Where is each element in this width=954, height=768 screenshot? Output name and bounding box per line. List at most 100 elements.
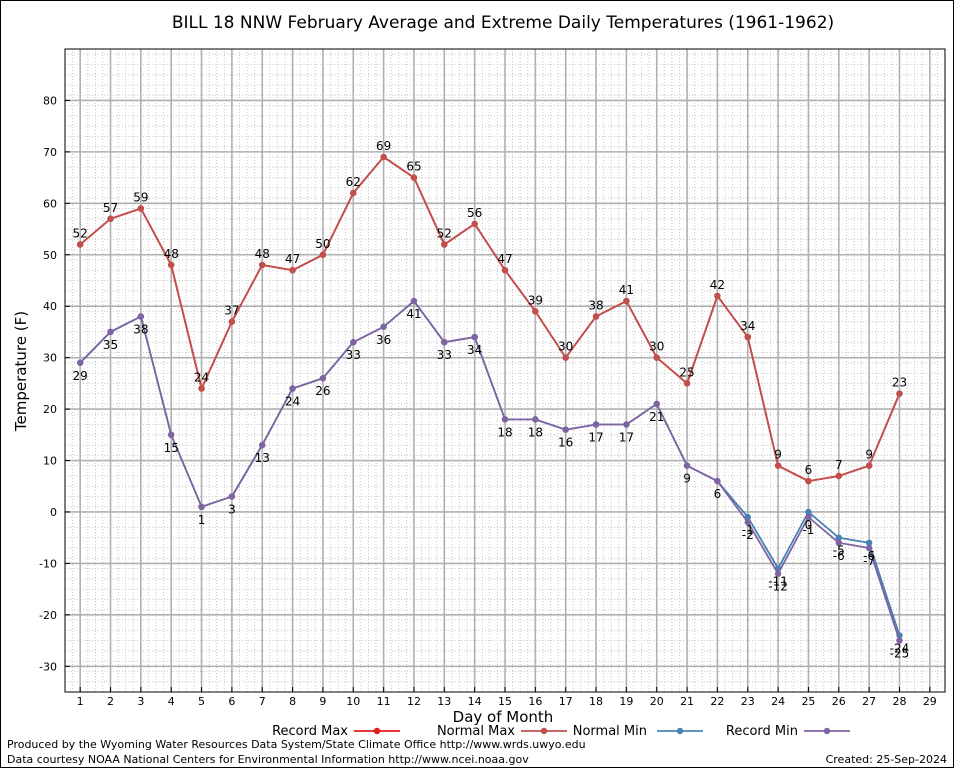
- record-min-point: [562, 426, 569, 433]
- legend-label: Normal Max: [437, 724, 515, 739]
- x-tick-label: 10: [346, 695, 360, 708]
- min-data-label: 35: [103, 338, 118, 352]
- x-tick-label: 11: [377, 695, 391, 708]
- chart-title: BILL 18 NNW February Average and Extreme…: [172, 13, 834, 33]
- min-data-label: 24: [285, 395, 300, 409]
- min-data-label: -7: [863, 554, 875, 568]
- min-data-label: 16: [558, 436, 573, 450]
- normal-max-point: [137, 205, 145, 212]
- normal-max-point: [896, 390, 903, 397]
- min-data-label: 1: [198, 513, 206, 527]
- legend-swatch-marker: [823, 727, 831, 735]
- x-tick-label: 24: [771, 695, 785, 708]
- footer-produced-by: Produced by the Wyoming Water Resources …: [7, 738, 586, 751]
- normal-max-point: [107, 215, 114, 222]
- max-data-label: 48: [164, 247, 179, 261]
- record-min-point: [896, 637, 903, 644]
- record-min-point: [259, 441, 266, 449]
- max-data-label: 38: [588, 298, 603, 312]
- min-data-label: 26: [315, 384, 330, 398]
- record-min-point: [805, 513, 812, 521]
- record-min-point: [471, 333, 478, 341]
- normal-max-point: [380, 153, 387, 161]
- x-tick-label: 27: [862, 695, 876, 708]
- normal-max-point: [501, 266, 509, 274]
- max-data-label: 56: [467, 206, 482, 220]
- record-min-point: [228, 493, 236, 500]
- legend-swatch-marker: [373, 727, 381, 735]
- max-data-label: 41: [619, 283, 634, 297]
- record-min-point: [653, 400, 660, 408]
- record-min-point: [835, 539, 842, 547]
- min-data-label: 33: [346, 348, 361, 362]
- min-data-label: 6: [714, 487, 722, 501]
- x-tick-label: 23: [741, 695, 755, 708]
- record-min-point: [623, 421, 630, 428]
- min-data-label: 15: [164, 441, 179, 455]
- min-data-label: 18: [528, 425, 543, 439]
- min-data-label: 33: [437, 348, 452, 362]
- normal-max-point: [835, 472, 842, 480]
- x-tick-label: 12: [407, 695, 421, 708]
- normal-max-point: [532, 308, 539, 315]
- y-tick-label: -10: [39, 557, 57, 570]
- normal-min-point: [805, 508, 812, 516]
- record-min-point: [289, 385, 296, 392]
- min-data-label: 17: [619, 431, 634, 445]
- x-tick-label: 28: [892, 695, 906, 708]
- max-data-label: 37: [224, 304, 239, 318]
- y-tick-label: 70: [43, 146, 57, 159]
- x-tick-label: 25: [801, 695, 815, 708]
- normal-min-data-label: -6: [863, 549, 875, 563]
- x-tick-label: 13: [437, 695, 451, 708]
- record-min-point: [198, 503, 205, 511]
- footer-data-courtesy: Data courtesy NOAA National Centers for …: [7, 753, 529, 766]
- normal-max-point: [653, 354, 660, 361]
- min-data-label: -2: [742, 528, 754, 542]
- normal-min-point: [865, 539, 873, 547]
- record-min-point: [380, 323, 387, 330]
- min-data-label: -6: [833, 549, 845, 563]
- x-tick-label: 22: [710, 695, 724, 708]
- normal-max-point: [198, 385, 205, 392]
- max-data-label: 9: [865, 448, 873, 462]
- normal-max-point: [774, 462, 782, 469]
- normal-max-line: [79, 155, 901, 483]
- record-min-point: [76, 359, 84, 366]
- record-min-point: [865, 544, 873, 552]
- normal-max-point: [714, 292, 721, 300]
- record-min-point: [137, 313, 145, 320]
- y-tick-label: 10: [43, 455, 57, 468]
- normal-max-point: [441, 241, 448, 248]
- max-data-label: 59: [133, 190, 148, 204]
- normal-max-point: [259, 261, 266, 269]
- normal-max-point: [76, 241, 84, 248]
- x-tick-label: 16: [528, 695, 542, 708]
- min-data-label: -12: [768, 580, 788, 594]
- y-axis-label: Temperature (F): [12, 311, 30, 432]
- record-min-point: [532, 416, 539, 423]
- normal-max-point: [805, 477, 812, 485]
- legend-swatch-marker: [676, 727, 684, 735]
- y-tick-label: 60: [43, 197, 57, 210]
- max-data-label: 30: [649, 340, 664, 354]
- legend-swatch-marker: [540, 727, 548, 735]
- max-data-label: 47: [497, 252, 512, 266]
- footer-created-date: Created: 25-Sep-2024: [825, 753, 947, 766]
- x-tick-label: 5: [198, 695, 205, 708]
- y-tick-label: 0: [50, 506, 57, 519]
- max-data-label: 47: [285, 252, 300, 266]
- normal-max-point: [683, 380, 691, 387]
- record-min-point: [350, 339, 357, 346]
- x-tick-label: 8: [289, 695, 296, 708]
- x-tick-label: 2: [107, 695, 114, 708]
- normal-max-point: [289, 266, 296, 274]
- normal-max-point: [744, 333, 751, 341]
- record-min-point: [107, 328, 114, 336]
- series-layer: [76, 153, 903, 644]
- normal-max-point: [350, 189, 357, 197]
- normal-max-point: [471, 220, 478, 228]
- x-tick-label: 26: [832, 695, 846, 708]
